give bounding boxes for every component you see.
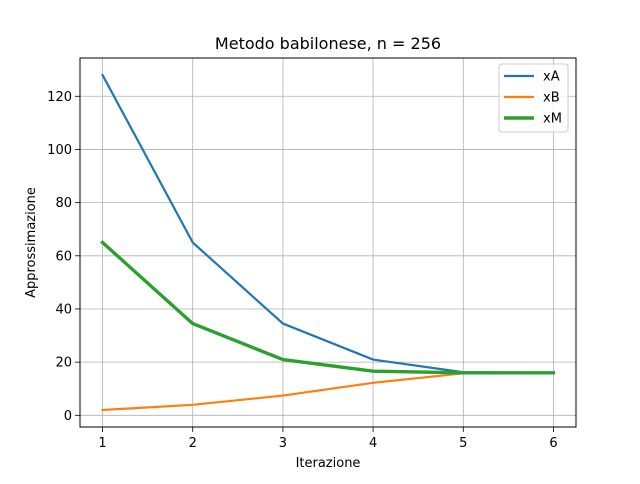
y-tick-label: 120 xyxy=(47,90,72,105)
y-tick-label: 20 xyxy=(55,356,72,371)
x-tick-label: 3 xyxy=(279,436,287,451)
y-tick-label: 60 xyxy=(55,249,72,264)
legend-label-xA: xA xyxy=(543,70,560,85)
x-tick-label: 4 xyxy=(369,436,377,451)
x-axis-label: Iterazione xyxy=(296,456,361,471)
y-tick-label: 40 xyxy=(55,302,72,317)
y-axis-label: Approssimazione xyxy=(24,187,39,298)
legend-label-xB: xB xyxy=(543,91,560,106)
series-line-xM xyxy=(100,240,556,375)
series-lines xyxy=(100,73,556,412)
x-tick-label: 6 xyxy=(549,436,557,451)
y-tick-label: 80 xyxy=(55,196,72,211)
plot-frame xyxy=(79,57,577,428)
y-tick-label: 100 xyxy=(47,143,72,158)
legend: xA xB xM xyxy=(498,63,569,133)
x-tick-label: 5 xyxy=(459,436,467,451)
x-tick-label: 2 xyxy=(189,436,197,451)
y-tick-label: 0 xyxy=(64,409,72,424)
legend-label-xM: xM xyxy=(543,112,562,127)
chart-title: Metodo babilonese, n = 256 xyxy=(215,34,441,53)
x-tick-label: 1 xyxy=(98,436,106,451)
